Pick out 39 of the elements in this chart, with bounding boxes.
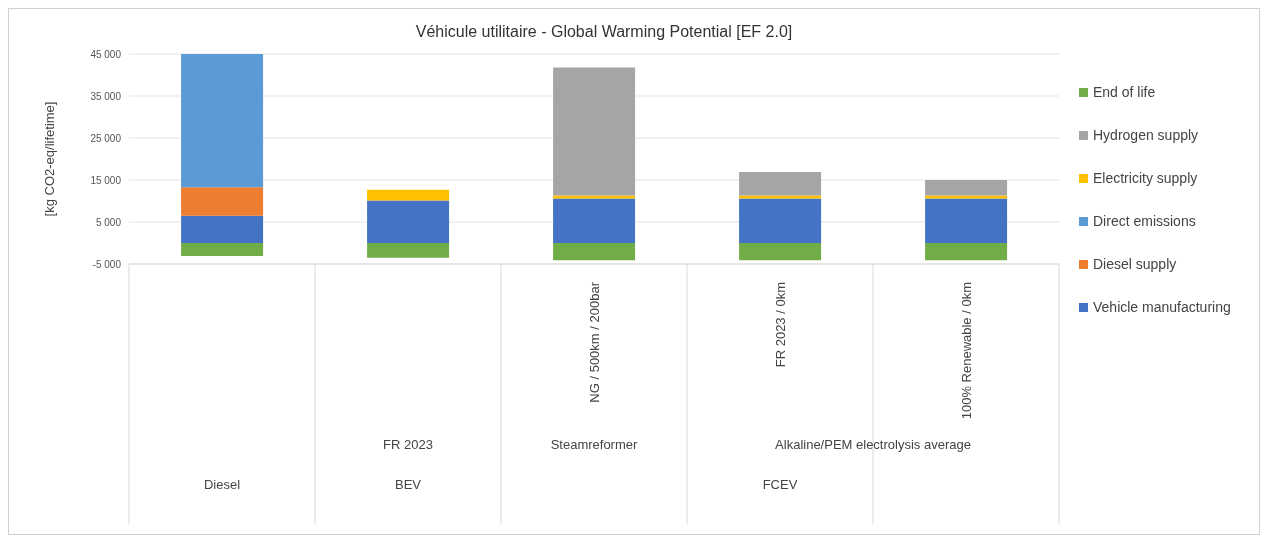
bar	[367, 243, 450, 258]
bar	[925, 243, 1008, 261]
bar	[181, 187, 264, 216]
bar	[553, 198, 636, 243]
bar	[925, 180, 1008, 196]
bar	[925, 198, 1008, 243]
bar	[739, 243, 822, 261]
y-axis-title: [kg CO2-eq/lifetime]	[41, 101, 57, 217]
bar	[181, 243, 264, 257]
bar	[181, 215, 264, 243]
text: Diesel	[203, 477, 241, 492]
chart-title: Véhicule utilitaire - Global Warming Potential [EF 2.0]	[414, 23, 794, 41]
legend-label: Direct emissions	[1093, 213, 1196, 229]
legend-label: Hydrogen supply	[1093, 127, 1199, 143]
y-tick-label: 25 000	[90, 132, 122, 144]
text: FR 2023	[383, 437, 433, 452]
text: BEV	[394, 477, 422, 492]
text: FCEV	[762, 477, 798, 492]
x-tick-label: NG / 500km / 200bar	[587, 281, 602, 403]
text: Alkaline/PEM electrolysis average	[775, 437, 971, 452]
bar	[739, 198, 822, 243]
y-tick-label: 5 000	[95, 216, 122, 228]
bar	[553, 243, 636, 261]
legend-label: Vehicle manufacturing	[1093, 299, 1231, 315]
bar	[367, 200, 450, 243]
x-tick-label: 100% Renewable / 0km	[959, 282, 974, 420]
y-tick-label: 45 000	[90, 48, 122, 60]
x-tick-label: FR 2023 / 0km	[773, 282, 788, 368]
text: Steamreformer	[550, 437, 639, 452]
y-tick-label: -5 000	[92, 258, 122, 270]
legend-label: End of life	[1093, 84, 1156, 100]
y-tick-label: 15 000	[90, 174, 122, 186]
bar	[367, 189, 450, 201]
legend-label: Diesel supply	[1093, 256, 1177, 272]
bar	[553, 67, 636, 196]
y-tick-label: 35 000	[90, 90, 122, 102]
legend-label: Electricity supply	[1093, 170, 1198, 186]
bar	[739, 172, 822, 196]
bar	[181, 54, 264, 188]
